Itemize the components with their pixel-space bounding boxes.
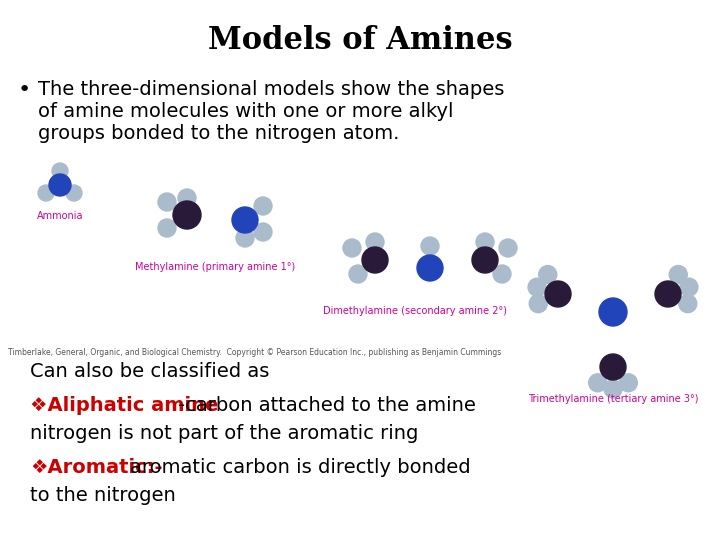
Text: Can also be classified as: Can also be classified as bbox=[30, 362, 269, 381]
Circle shape bbox=[493, 265, 511, 283]
Text: Methylamine (primary amine 1°): Methylamine (primary amine 1°) bbox=[135, 262, 295, 272]
Circle shape bbox=[539, 266, 557, 284]
Circle shape bbox=[655, 281, 681, 307]
Circle shape bbox=[589, 374, 607, 392]
Circle shape bbox=[545, 281, 571, 307]
Circle shape bbox=[472, 247, 498, 273]
Circle shape bbox=[173, 201, 201, 229]
Text: Dimethylamine (secondary amine 2°): Dimethylamine (secondary amine 2°) bbox=[323, 306, 507, 316]
Circle shape bbox=[52, 163, 68, 179]
Circle shape bbox=[254, 197, 272, 215]
Text: Trimethylamine (tertiary amine 3°): Trimethylamine (tertiary amine 3°) bbox=[528, 394, 698, 404]
Text: Models of Amines: Models of Amines bbox=[207, 25, 513, 56]
Circle shape bbox=[670, 266, 688, 284]
Circle shape bbox=[349, 265, 367, 283]
Text: Ammonia: Ammonia bbox=[37, 211, 84, 221]
Circle shape bbox=[421, 237, 439, 255]
Circle shape bbox=[619, 374, 637, 392]
Text: The three-dimensional models show the shapes: The three-dimensional models show the sh… bbox=[38, 80, 505, 99]
Text: to the nitrogen: to the nitrogen bbox=[30, 486, 176, 505]
Circle shape bbox=[476, 233, 494, 251]
Text: ❖Aromatic:-: ❖Aromatic:- bbox=[30, 458, 163, 477]
Circle shape bbox=[38, 185, 54, 201]
Circle shape bbox=[680, 278, 698, 296]
Circle shape bbox=[529, 295, 547, 313]
Text: of amine molecules with one or more alkyl: of amine molecules with one or more alky… bbox=[38, 102, 454, 121]
Circle shape bbox=[679, 295, 697, 313]
Circle shape bbox=[599, 298, 627, 326]
Text: ❖Aliphatic amine: ❖Aliphatic amine bbox=[30, 396, 218, 415]
Circle shape bbox=[528, 278, 546, 296]
Circle shape bbox=[254, 223, 272, 241]
Circle shape bbox=[499, 239, 517, 257]
Circle shape bbox=[366, 233, 384, 251]
Text: groups bonded to the nitrogen atom.: groups bonded to the nitrogen atom. bbox=[38, 124, 400, 143]
Circle shape bbox=[600, 354, 626, 380]
Circle shape bbox=[236, 229, 254, 247]
Circle shape bbox=[232, 207, 258, 233]
Circle shape bbox=[49, 174, 71, 196]
Text: Timberlake, General, Organic, and Biological Chemistry.  Copyright © Pearson Edu: Timberlake, General, Organic, and Biolog… bbox=[8, 348, 501, 357]
Text: •: • bbox=[18, 80, 31, 100]
Circle shape bbox=[158, 193, 176, 211]
Text: aromatic carbon is directly bonded: aromatic carbon is directly bonded bbox=[130, 458, 471, 477]
Circle shape bbox=[158, 219, 176, 237]
Circle shape bbox=[66, 185, 82, 201]
Circle shape bbox=[362, 247, 388, 273]
Circle shape bbox=[604, 380, 622, 398]
Text: -carbon attached to the amine: -carbon attached to the amine bbox=[178, 396, 476, 415]
Text: nitrogen is not part of the aromatic ring: nitrogen is not part of the aromatic rin… bbox=[30, 424, 418, 443]
Circle shape bbox=[343, 239, 361, 257]
Circle shape bbox=[178, 189, 196, 207]
Circle shape bbox=[417, 255, 443, 281]
